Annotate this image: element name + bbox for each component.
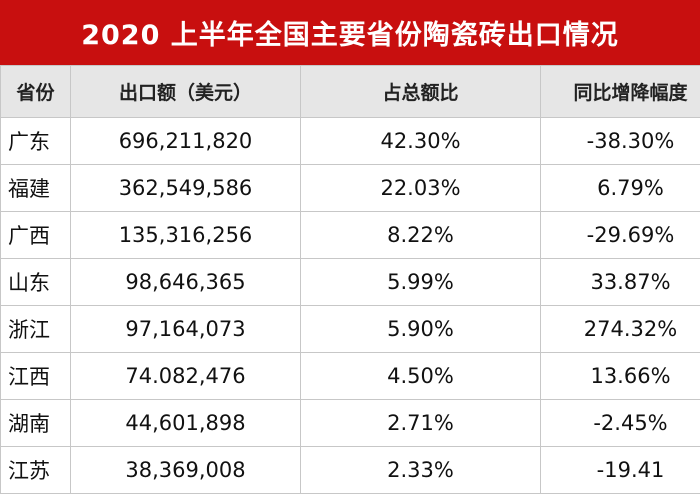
province-cell: 江苏 xyxy=(0,446,71,494)
share-value-cell: 2.71% xyxy=(300,399,541,447)
province-cell: 山东 xyxy=(0,258,71,306)
share-value-cell: 22.03% xyxy=(300,164,541,212)
table-row: 湖南 44,601,898 2.71% -2.45% xyxy=(0,399,700,447)
table-row: 广西 135,316,256 8.22% -29.69% xyxy=(0,211,700,259)
table-row: 江苏 38,369,008 2.33% -19.41 xyxy=(0,446,700,494)
column-header-yoy: 同比增降幅度 xyxy=(540,65,700,118)
export-table: 省份 出口额（美元） 占总额比 同比增降幅度 广东 696,211,820 42.3… xyxy=(0,65,700,494)
province-cell: 江西 xyxy=(0,352,71,400)
table-row: 福建 362,549,586 22.03% 6.79% xyxy=(0,164,700,212)
column-header-province: 省份 xyxy=(0,65,71,118)
table-body: 广东 696,211,820 42.30% -38.30% 福建 362,549,586 2… xyxy=(0,117,700,494)
province-cell: 广东 xyxy=(0,117,71,165)
share-value-cell: 4.50% xyxy=(300,352,541,400)
export-value-cell: 38,369,008 xyxy=(70,446,301,494)
yoy-change-cell: 274.32% xyxy=(540,305,700,353)
share-value-cell: 42.30% xyxy=(300,117,541,165)
yoy-change-cell: -2.45% xyxy=(540,399,700,447)
yoy-change-cell: 13.66% xyxy=(540,352,700,400)
share-value-cell: 8.22% xyxy=(300,211,541,259)
yoy-change-cell: -38.30% xyxy=(540,117,700,165)
table-row: 浙江 97,164,073 5.90% 274.32% xyxy=(0,305,700,353)
table-row: 广东 696,211,820 42.30% -38.30% xyxy=(0,117,700,165)
province-cell: 湖南 xyxy=(0,399,71,447)
export-value-cell: 98,646,365 xyxy=(70,258,301,306)
export-value-cell: 362,549,586 xyxy=(70,164,301,212)
yoy-change-cell: 6.79% xyxy=(540,164,700,212)
share-value-cell: 5.90% xyxy=(300,305,541,353)
export-value-cell: 44,601,898 xyxy=(70,399,301,447)
table-row: 山东 98,646,365 5.99% 33.87% xyxy=(0,258,700,306)
column-header-share: 占总额比 xyxy=(300,65,541,118)
share-value-cell: 5.99% xyxy=(300,258,541,306)
export-value-cell: 696,211,820 xyxy=(70,117,301,165)
column-header-export: 出口额（美元） xyxy=(70,65,301,118)
province-cell: 福建 xyxy=(0,164,71,212)
province-cell: 浙江 xyxy=(0,305,71,353)
export-value-cell: 135,316,256 xyxy=(70,211,301,259)
export-value-cell: 74.082,476 xyxy=(70,352,301,400)
table-header: 省份 出口额（美元） 占总额比 同比增降幅度 xyxy=(0,65,700,118)
yoy-change-cell: -29.69% xyxy=(540,211,700,259)
yoy-change-cell: -19.41 xyxy=(540,446,700,494)
header-row: 省份 出口额（美元） 占总额比 同比增降幅度 xyxy=(0,65,700,118)
yoy-change-cell: 33.87% xyxy=(540,258,700,306)
table-title: 2020 上半年全国主要省份陶瓷砖出口情况 xyxy=(0,0,700,65)
table-row: 江西 74.082,476 4.50% 13.66% xyxy=(0,352,700,400)
share-value-cell: 2.33% xyxy=(300,446,541,494)
export-value-cell: 97,164,073 xyxy=(70,305,301,353)
province-cell: 广西 xyxy=(0,211,71,259)
